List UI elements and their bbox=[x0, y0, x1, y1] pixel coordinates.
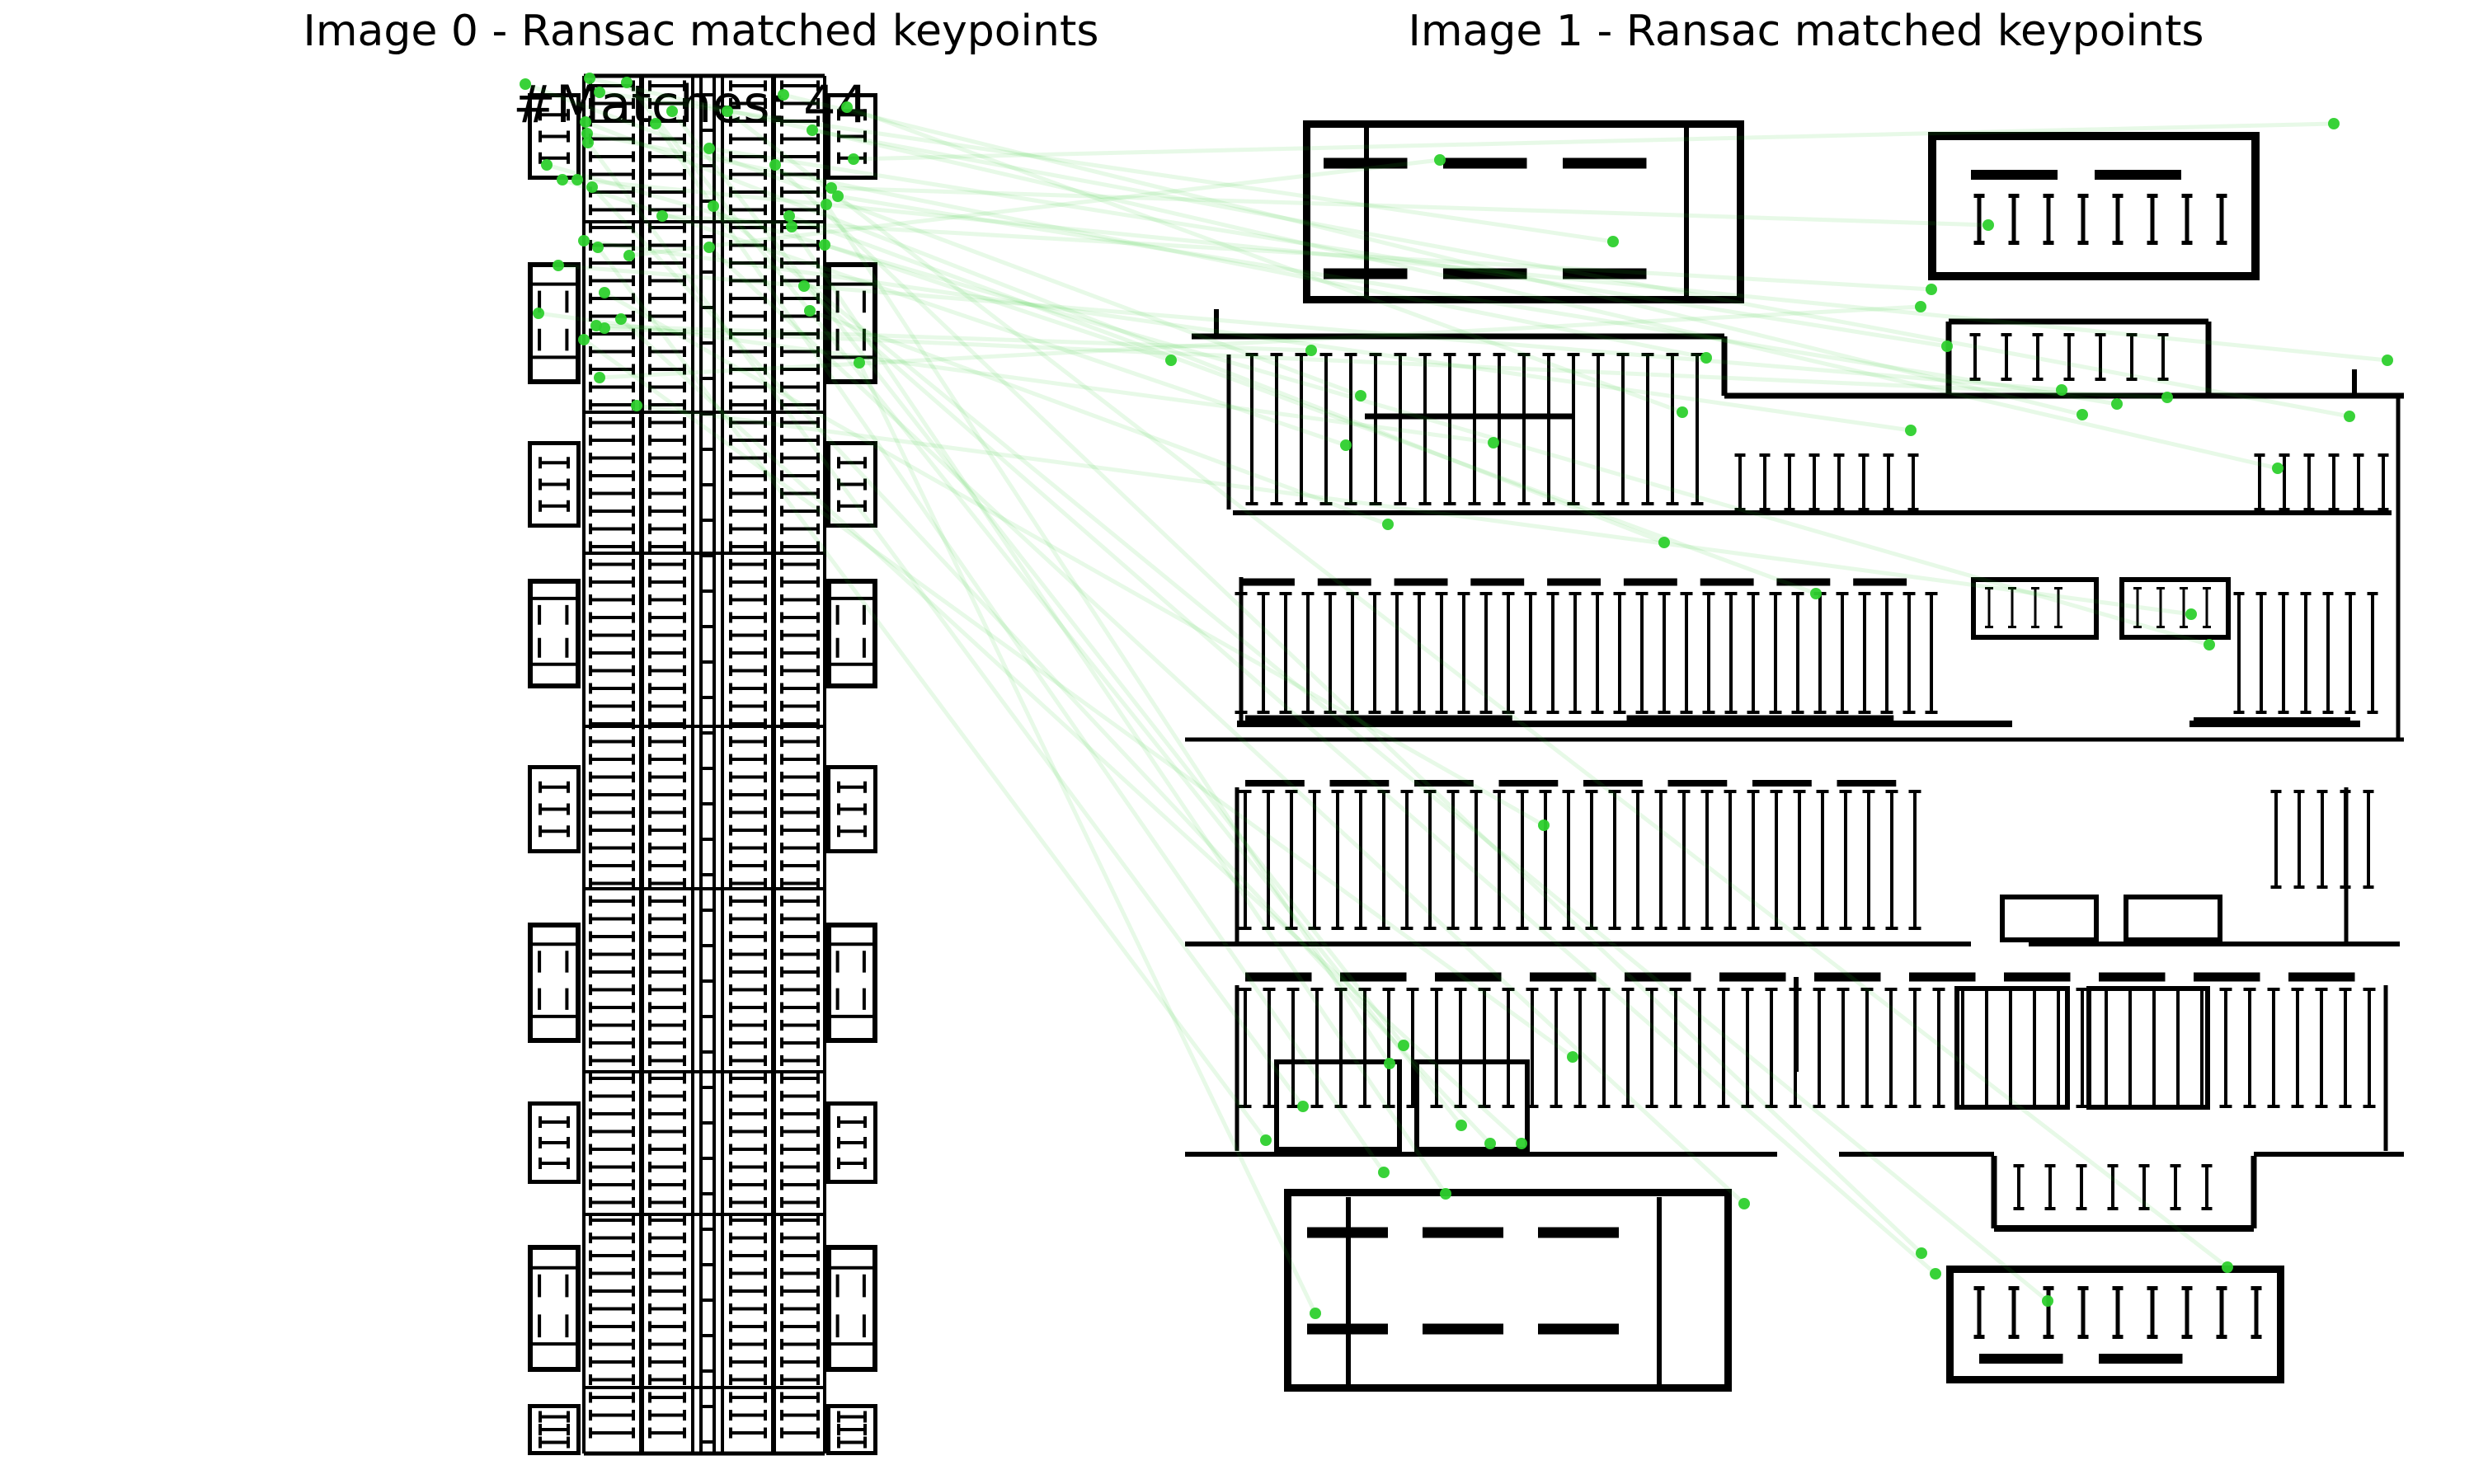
image0-title: Image 0 - Ransac matched keypoints bbox=[303, 7, 1099, 56]
image1-floorplan bbox=[1185, 120, 2404, 1392]
image0-keypoints bbox=[520, 73, 865, 411]
image1-keypoints bbox=[1165, 118, 2393, 1319]
image1-title: Image 1 - Ransac matched keypoints bbox=[1408, 7, 2204, 56]
match-lines bbox=[523, 76, 2390, 1316]
image0-floorplan bbox=[528, 73, 877, 1456]
matches-count-label: #Matches: 44 bbox=[513, 74, 868, 134]
